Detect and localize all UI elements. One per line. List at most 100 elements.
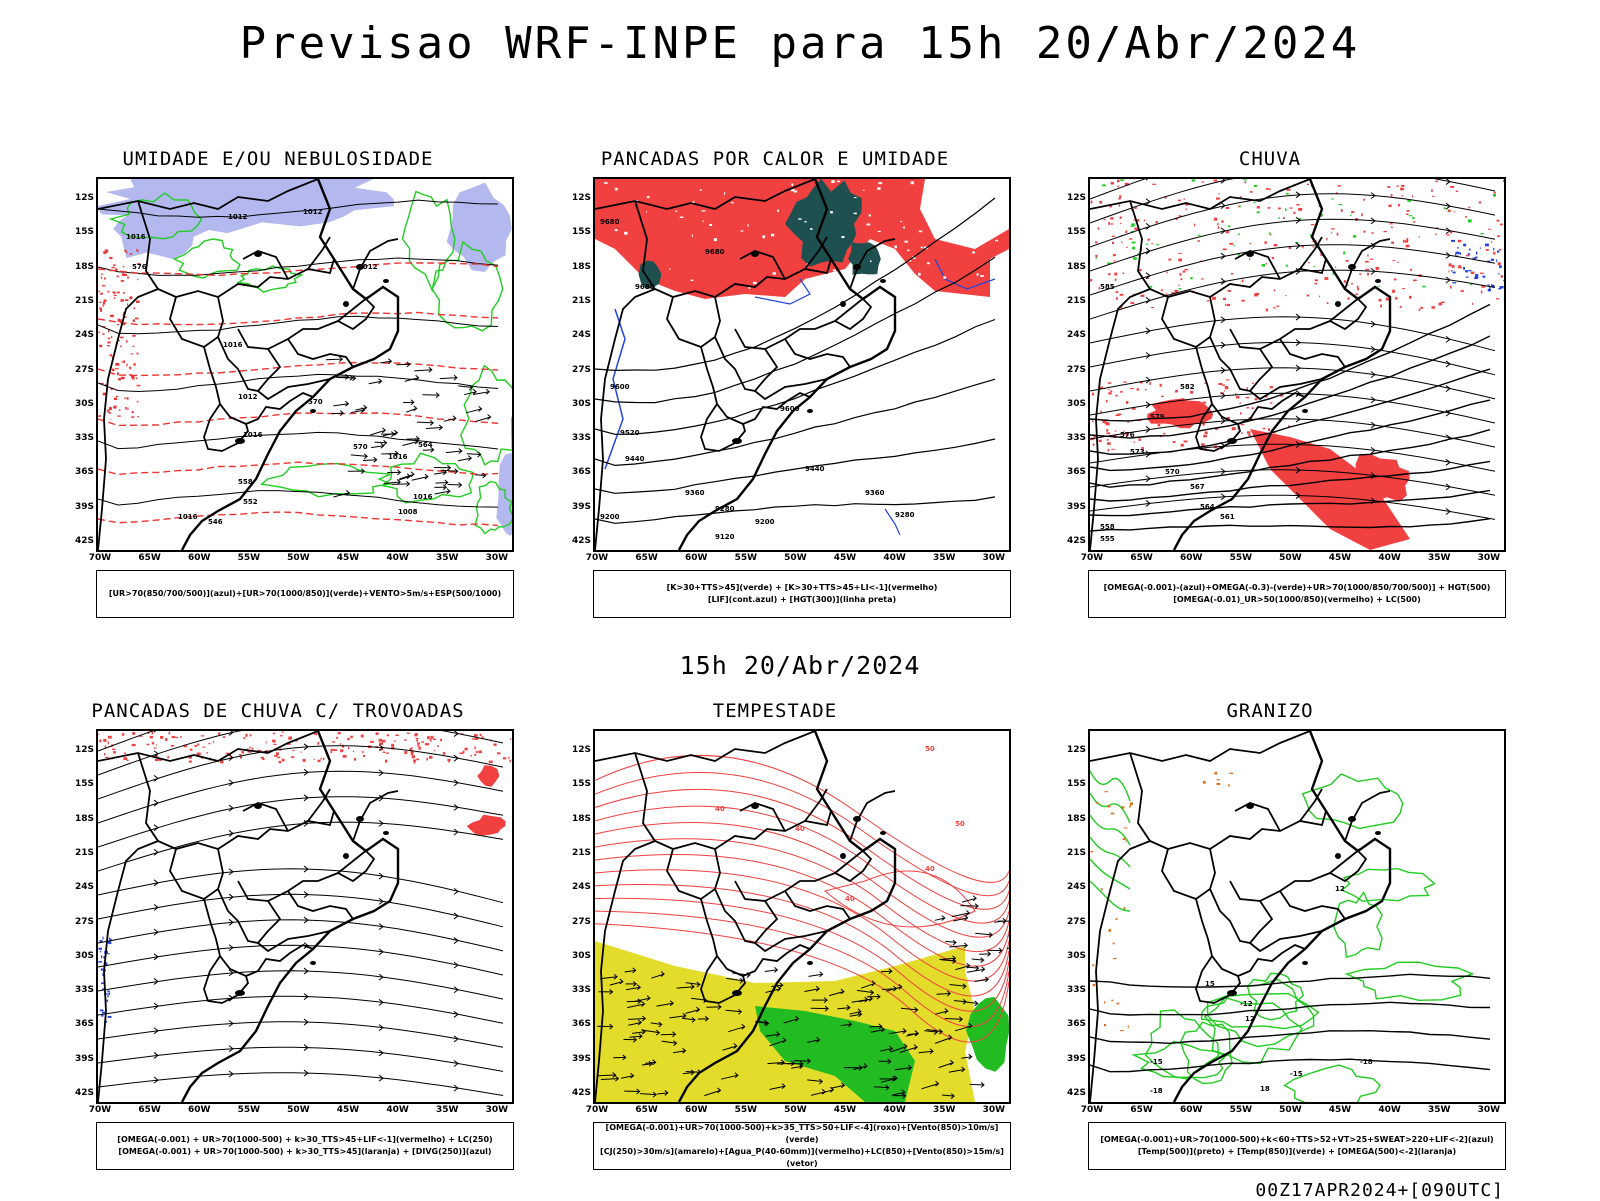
divergence-speckle (107, 953, 109, 954)
contour-label: 570 (1165, 468, 1180, 476)
wind-vector (960, 906, 978, 907)
thickness-speckle (109, 407, 112, 410)
longitude-tick-label: 50W (1279, 553, 1301, 563)
lake (840, 853, 846, 859)
latitude-tick-label: 12S (75, 745, 94, 755)
thunderstorm-speckle (340, 751, 343, 753)
rain-speckle (1196, 412, 1198, 413)
country-state-border (1210, 329, 1272, 391)
omega-speckle (1116, 1003, 1119, 1005)
contour-label: -18 (1150, 1087, 1163, 1095)
rain-speckle (1091, 201, 1093, 204)
thunderstorm-speckle (413, 760, 416, 762)
longitude-tick-label: 50W (287, 1105, 309, 1115)
thunderstorm-speckle (282, 731, 283, 733)
flow-arrow (154, 849, 158, 855)
thunderstorm-speckle (213, 741, 214, 743)
omega-speckle (1460, 252, 1461, 255)
rain-speckle (1450, 186, 1454, 188)
latitude-tick-label: 18S (75, 814, 94, 824)
contour-label: 9440 (805, 465, 825, 473)
rain-speckle (1201, 278, 1204, 279)
rain-speckle (1357, 286, 1359, 288)
wind-vector (436, 483, 448, 484)
latitude-tick-label: 39S (1067, 502, 1086, 512)
rain-speckle (1371, 232, 1373, 233)
thunderstorm-speckle (303, 759, 306, 762)
rain-speckle (1110, 217, 1113, 219)
contour-label: 579 (1150, 413, 1165, 421)
thunderstorm-speckle (147, 744, 150, 746)
thickness-speckle (123, 292, 125, 293)
thunderstorm-speckle (262, 758, 264, 760)
contour-line (98, 512, 498, 525)
rain-speckle (1106, 400, 1108, 402)
clear-speckle (925, 191, 926, 192)
contour-label: 40 (845, 895, 855, 903)
clear-speckle (921, 247, 923, 249)
country-state-border (1090, 179, 1310, 209)
rain-speckle (1112, 242, 1114, 244)
thunderstorm-speckle (465, 748, 468, 751)
rain-speckle (1363, 231, 1365, 233)
clear-speckle (867, 276, 871, 277)
rain-speckle (1331, 228, 1334, 229)
map-plot (98, 731, 512, 1102)
rain-speckle (1214, 180, 1218, 182)
rain-speckle (1180, 273, 1182, 276)
omega-strong-speckle (1190, 277, 1192, 279)
rain-speckle (1111, 182, 1114, 185)
omega-strong-speckle (1131, 223, 1135, 225)
longitude-tick-label: 70W (1081, 1105, 1103, 1115)
rain-speckle (1241, 432, 1242, 434)
rain-speckle (1130, 388, 1134, 389)
thunderstorm-speckle (169, 732, 171, 735)
contour-label: 9680 (600, 218, 620, 226)
omega-speckle (1092, 964, 1094, 966)
rain-speckle (1435, 181, 1438, 183)
rain-speckle (1315, 283, 1318, 285)
omega-speckle (1123, 907, 1125, 909)
rain-speckle (1106, 429, 1108, 432)
latitude-tick-label: 42S (572, 1088, 591, 1098)
rain-speckle (1254, 294, 1258, 297)
latitude-tick-label: 36S (1067, 1019, 1086, 1029)
thunderstorm-speckle (332, 741, 335, 742)
rain-speckle (1480, 273, 1484, 274)
omega-speckle (1124, 828, 1128, 829)
legend-line: [K>30+TTS>45](verde) + [K>30+TTS>45+LI<-… (667, 582, 938, 594)
streamline (1090, 219, 1495, 271)
thickness-speckle (117, 276, 119, 278)
thunderstorm-area (467, 815, 506, 836)
thickness-speckle (102, 285, 105, 286)
thunderstorm-speckle (274, 755, 278, 757)
rain-speckle (1167, 413, 1170, 414)
thunderstorm-speckle (425, 743, 429, 745)
rain-speckle (1403, 240, 1405, 243)
precipitable-water-contour (595, 839, 1009, 952)
legend-box: [OMEGA(-0.001)+UR>70(1000-500)+k<60+TTS>… (1088, 1122, 1506, 1170)
rain-speckle (1486, 249, 1489, 251)
rain-speckle (1226, 207, 1229, 209)
contour-label: 576 (132, 263, 147, 271)
omega-speckle (1104, 1024, 1106, 1026)
rain-speckle (1431, 189, 1432, 192)
divergence-speckle (107, 991, 109, 993)
lake (807, 961, 813, 965)
rain-speckle (1112, 449, 1115, 450)
longitude-tick-label: 55W (238, 1105, 260, 1115)
flow-arrow (1146, 223, 1150, 229)
omega-speckle (1203, 781, 1206, 784)
rain-speckle (1181, 278, 1183, 280)
clear-speckle (702, 210, 706, 211)
divergence-speckle (100, 1010, 104, 1012)
omega-strong-speckle (1102, 184, 1106, 186)
latitude-tick-label: 33S (572, 985, 591, 995)
run-stamp: 00Z17APR2024+[090UTC] (1255, 1180, 1504, 1201)
longitude-tick-label: 70W (586, 553, 608, 563)
thunderstorm-speckle (273, 740, 275, 743)
thickness-speckle (99, 302, 102, 303)
longitude-tick-label: 40W (1378, 1105, 1400, 1115)
